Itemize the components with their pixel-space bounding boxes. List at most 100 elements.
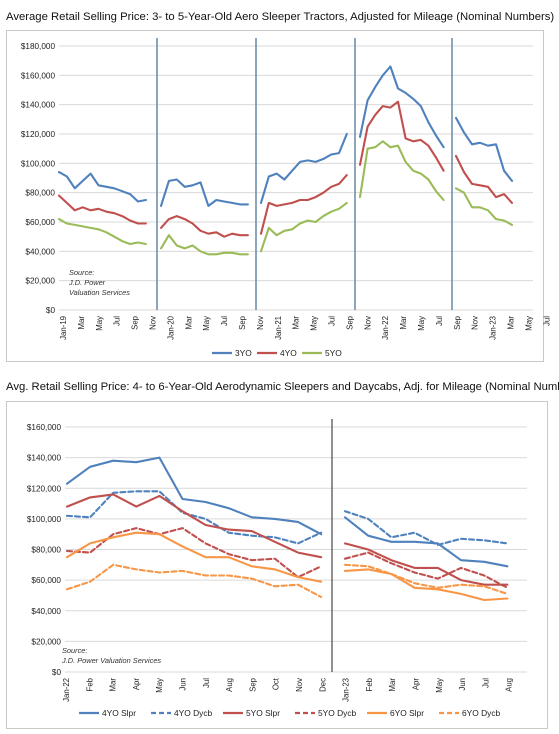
y-tick-label: $120,000	[21, 130, 56, 139]
x-tick-label: Sep	[453, 315, 462, 330]
series-line-5yo	[358, 140, 445, 202]
x-tick-label: Mar	[507, 316, 516, 330]
y-tick-label: $40,000	[25, 247, 55, 256]
line-chart-2: $0 $20,000 $40,000 $60,000 $80,000 $100,000 $1…	[27, 419, 527, 718]
y-tick-label: $60,000	[31, 576, 61, 585]
series-line-5yo-slpr	[65, 493, 323, 559]
y-tick-label: $180,000	[21, 42, 56, 51]
x-tick-label: Jul	[220, 316, 229, 326]
series-line-6yo-dycb	[65, 563, 323, 599]
y-tick-label: $80,000	[31, 546, 61, 555]
x-tick-label: May	[435, 678, 444, 693]
legend-label: 5YO	[325, 348, 342, 358]
series-line-4yo-dycb	[65, 490, 323, 545]
x-tick-label: Apr	[412, 678, 421, 691]
x-tick-label: Dec	[318, 678, 327, 692]
series-line-5yo	[159, 234, 249, 256]
x-tick-label: Nov	[149, 316, 158, 330]
y-tick-label: $140,000	[21, 101, 56, 110]
series-line-4yo	[57, 194, 147, 225]
x-tick-label: May	[155, 678, 164, 693]
y-tick-label: $80,000	[25, 189, 55, 198]
legend-label: 5YO Dycb	[318, 708, 357, 718]
legend-label: 6YO Slpr	[390, 708, 424, 718]
x-tick-label: May	[310, 316, 319, 331]
series-line-3yo	[454, 116, 514, 182]
series-line-5yo	[57, 218, 147, 246]
series-line-3yo	[259, 132, 348, 204]
series-line-6yo-dycb	[343, 563, 509, 595]
chart-panel-1: $0 $20,000 $40,000 $60,000 $80,000 $100,000 $1…	[6, 30, 551, 362]
x-tick-label: Mar	[109, 678, 118, 692]
x-tick-label: Apr	[132, 678, 141, 691]
series-line-3yo	[358, 65, 445, 149]
x-tick-label: Jan-22	[381, 316, 390, 340]
series-line-4yo	[159, 215, 249, 238]
y-tick-label: $160,000	[27, 423, 62, 432]
x-tick-label: Jul	[542, 316, 551, 326]
legend-label: 5YO Slpr	[246, 708, 280, 718]
source-note: J.D. Power Valuation Services	[61, 656, 161, 665]
x-tick-label: Jan-21	[274, 316, 283, 340]
x-tick-label: Jun	[458, 678, 467, 691]
y-tick-label: $40,000	[31, 607, 61, 616]
x-tick-label: Sep	[248, 677, 257, 692]
series-line-4yo-dycb	[343, 510, 509, 546]
x-tick-label: Mar	[292, 316, 301, 330]
y-tick-label: $160,000	[21, 71, 56, 80]
x-tick-label: Jan-23	[342, 678, 351, 702]
series-line-4yo	[454, 154, 514, 204]
y-tick-label: $20,000	[25, 277, 55, 286]
x-tick-label: Aug	[505, 678, 514, 692]
x-tick-label: Jul	[202, 678, 211, 688]
series-line-5yo	[454, 187, 514, 226]
x-tick-label: Jul	[435, 316, 444, 326]
x-tick-label: Feb	[365, 677, 374, 691]
x-tick-label: Nov	[363, 316, 372, 330]
x-tick-label: Feb	[85, 677, 94, 691]
source-note: Valuation Services	[69, 288, 130, 297]
y-tick-label: $20,000	[31, 637, 61, 646]
x-tick-label: Jan-19	[59, 316, 68, 340]
x-tick-label: Sep	[131, 315, 140, 330]
source-note: Source:	[62, 646, 87, 655]
x-tick-label: Jun	[179, 678, 188, 691]
x-tick-label: Mar	[77, 316, 86, 330]
y-tick-label: $120,000	[27, 484, 62, 493]
x-tick-label: Aug	[225, 678, 234, 692]
legend-label: 6YO Dycb	[462, 708, 501, 718]
x-tick-label: Mar	[388, 678, 397, 692]
y-tick-label: $100,000	[27, 515, 62, 524]
x-tick-label: Nov	[295, 678, 304, 692]
series-line-5yo	[259, 201, 348, 253]
series-line-6yo-slpr	[343, 568, 509, 602]
x-tick-label: Nov	[256, 316, 265, 330]
legend-label: 3YO	[235, 348, 252, 358]
y-tick-label: $60,000	[25, 218, 55, 227]
legend-label: 4YO Slpr	[102, 708, 136, 718]
series-line-3yo	[159, 178, 249, 207]
series-line-6yo-slpr	[65, 531, 323, 583]
series-line-4yo-slpr	[65, 456, 323, 536]
y-tick-label: $140,000	[27, 454, 62, 463]
x-tick-label: May	[95, 316, 104, 331]
x-tick-label: Jan-23	[489, 316, 498, 340]
y-tick-label: $0	[52, 668, 62, 677]
series-line-3yo	[57, 171, 147, 203]
chart-title-1: Average Retail Selling Price: 3- to 5-Ye…	[6, 11, 555, 23]
y-tick-label: $100,000	[21, 159, 56, 168]
x-tick-label: Sep	[238, 315, 247, 330]
x-tick-label: Mar	[184, 316, 193, 330]
source-note: J.D. Power	[68, 278, 106, 287]
x-tick-label: Jan-20	[166, 315, 175, 340]
y-tick-label: $0	[46, 306, 56, 315]
source-note: Source:	[69, 268, 94, 277]
x-tick-label: May	[524, 316, 533, 331]
chart-title-2: Avg. Retail Selling Price: 4- to 6-Year-…	[6, 381, 559, 393]
x-tick-label: Nov	[471, 316, 480, 330]
x-tick-label: Jul	[113, 316, 122, 326]
series-line-5yo-slpr	[343, 542, 509, 586]
legend-label: 4YO Dycb	[174, 708, 213, 718]
series-line-4yo	[259, 174, 348, 235]
line-chart-1: $0 $20,000 $40,000 $60,000 $80,000 $100,000 $1…	[21, 38, 551, 358]
